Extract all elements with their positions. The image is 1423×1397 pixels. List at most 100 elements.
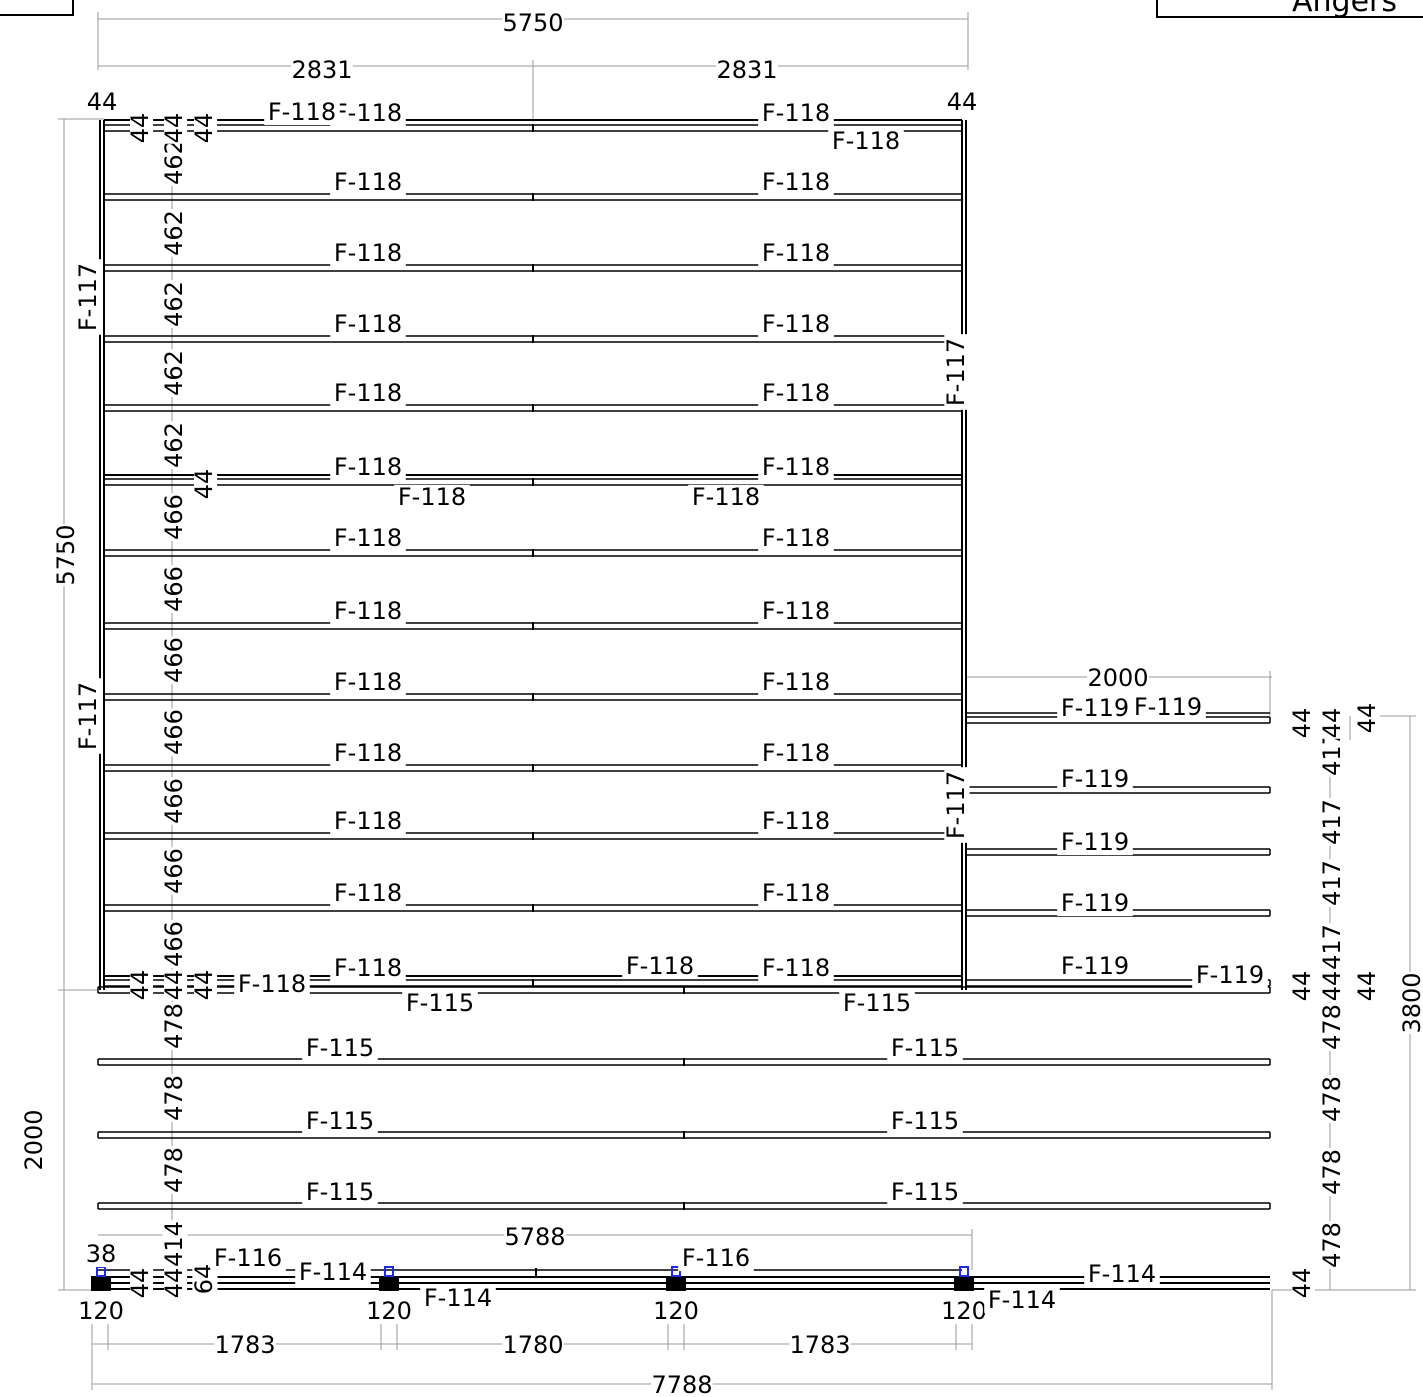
label-mask	[1057, 695, 1133, 722]
label-mask	[330, 525, 406, 552]
callout-f118-right-12: F-118	[762, 954, 830, 982]
label-mask	[1084, 1261, 1160, 1288]
spacing-left-9: 466	[160, 778, 188, 824]
label-mask	[162, 280, 188, 328]
callout-f116-b: F-116	[682, 1244, 750, 1272]
title-block-text: Angers	[1292, 0, 1397, 18]
callout-f118-mid-b: F-118	[692, 483, 760, 511]
callout-f119-1: F-119	[1061, 765, 1129, 793]
callout-f114-a: F-114	[299, 1258, 367, 1286]
label-mask	[365, 1298, 413, 1325]
spacing-right-3: 417	[1318, 924, 1346, 970]
label-mask	[984, 1287, 1060, 1314]
label-mask	[162, 421, 188, 469]
post-3	[954, 1276, 974, 1291]
post-2	[666, 1276, 686, 1291]
label-mask	[1087, 665, 1149, 692]
spacing-edge-6: 44	[190, 970, 218, 1001]
callout-f118-left-1: F-118	[334, 168, 402, 196]
spacing-right-lower-0: 478	[1318, 1004, 1346, 1050]
label-mask	[1320, 798, 1346, 846]
spacing-edge-4: 44	[126, 970, 154, 1001]
callout-f118-left-0: F-118	[334, 99, 402, 127]
post-1	[379, 1276, 399, 1291]
label-mask	[264, 99, 340, 126]
dim-1780: 1780	[502, 1331, 563, 1359]
dim-44-topleft: 44	[87, 88, 118, 116]
label-mask	[758, 669, 834, 696]
label-mask	[678, 1245, 754, 1272]
label-mask	[504, 1224, 566, 1251]
label-mask	[758, 100, 834, 127]
dim-5750-left: 5750	[52, 524, 80, 585]
label-mask	[193, 468, 218, 500]
label-mask	[887, 1179, 963, 1206]
label-mask	[1291, 970, 1316, 1002]
spacing-right-edge-1: 44	[1318, 708, 1346, 739]
label-mask	[77, 1298, 125, 1325]
label-mask	[758, 525, 834, 552]
spacing-edge-2: 44	[190, 113, 218, 144]
callout-f114-b: F-114	[424, 1284, 492, 1312]
callout-f115-right-2: F-115	[891, 1178, 959, 1206]
dim-5788: 5788	[504, 1223, 565, 1251]
spacing-right-edge-4: 44	[1318, 971, 1346, 1002]
spacing-right-lower-2: 478	[1318, 1149, 1346, 1195]
label-mask	[162, 1146, 188, 1194]
label-mask	[1192, 962, 1268, 989]
label-mask	[291, 57, 353, 84]
callout-f119-2: F-119	[1061, 828, 1129, 856]
label-mask	[394, 484, 470, 511]
callout-f118-bot-a: F-118	[238, 970, 306, 998]
label-mask	[1320, 859, 1346, 907]
spacing-lower-0: 478	[160, 1003, 188, 1049]
callout-f115-b: F-115	[843, 989, 911, 1017]
callout-f118-right-4: F-118	[762, 379, 830, 407]
label-mask	[162, 777, 188, 825]
callout-f115-left-1: F-115	[306, 1107, 374, 1135]
callout-f118-left-2: F-118	[334, 239, 402, 267]
post-0	[91, 1276, 111, 1291]
callout-f119-4: F-119	[1061, 952, 1129, 980]
label-mask	[758, 240, 834, 267]
callout-f118-bot-b: F-118	[626, 952, 694, 980]
label-mask	[758, 598, 834, 625]
callout-f119-0: F-119	[1061, 694, 1129, 722]
label-mask	[162, 1220, 188, 1268]
label-mask	[1057, 766, 1133, 793]
label-mask	[234, 971, 310, 998]
label-mask	[302, 1035, 378, 1062]
spacing-left-0: 462	[160, 139, 188, 185]
callout-f118-left-10: F-118	[334, 807, 402, 835]
spacing-left-11: 466	[160, 921, 188, 967]
label-mask	[651, 1372, 713, 1397]
callout-f115-a: F-115	[406, 989, 474, 1017]
label-mask	[129, 1267, 154, 1299]
label-mask	[162, 636, 188, 684]
dim-2831-right: 2831	[716, 56, 777, 84]
callout-f118-right-9: F-118	[762, 739, 830, 767]
callout-f117-left-b: F-117	[74, 682, 102, 750]
callout-f119-c: F-119	[1196, 961, 1264, 989]
label-mask	[940, 1298, 988, 1325]
callout-f118-left-6: F-118	[334, 524, 402, 552]
label-mask	[162, 138, 188, 186]
label-mask	[129, 112, 154, 144]
label-mask	[162, 708, 188, 756]
callout-f118-left-5: F-118	[334, 453, 402, 481]
label-mask	[502, 1332, 564, 1359]
callout-f114-d: F-114	[1088, 1260, 1156, 1288]
spacing-edge-5: 44	[160, 970, 188, 1001]
title-block-left	[0, 0, 74, 16]
label-mask	[330, 240, 406, 267]
spacing-right-lower-1: 478	[1318, 1076, 1346, 1122]
callout-f117-right-b: F-117	[942, 771, 970, 839]
label-mask	[758, 955, 834, 982]
label-mask	[330, 380, 406, 407]
callout-f118-mid-a: F-118	[398, 483, 466, 511]
spacing-left-5: 466	[160, 494, 188, 540]
spacing-edge-7: 44	[126, 1268, 154, 1299]
label-mask	[1356, 702, 1381, 734]
